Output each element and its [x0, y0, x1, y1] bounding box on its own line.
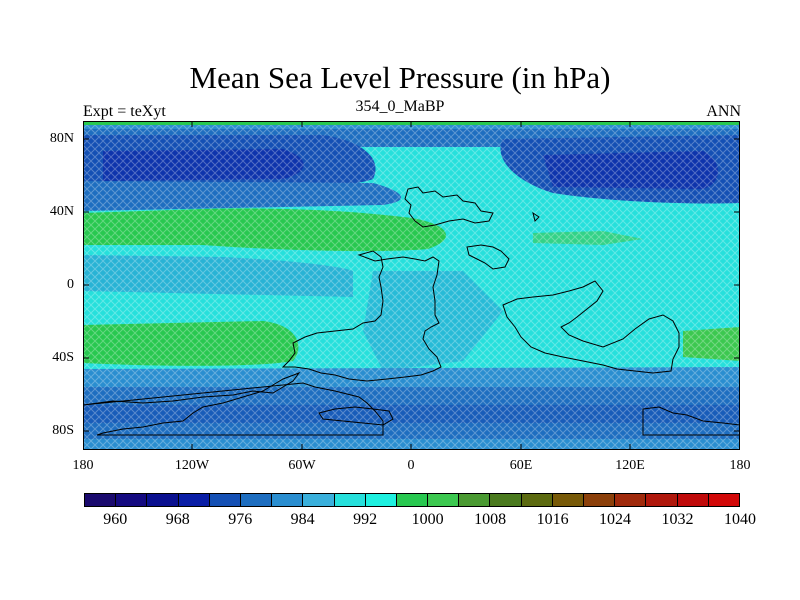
colorbar-cell	[584, 493, 616, 507]
coastlines	[83, 186, 740, 436]
colorbar-cell	[272, 493, 304, 507]
tick-marks	[83, 121, 740, 450]
period-label: 354_0_MaBP	[355, 98, 445, 115]
hatch-overlay	[83, 121, 740, 450]
lat-label-80s: 80S	[52, 423, 74, 438]
colorbar-label: 1040	[724, 511, 756, 528]
lon-label-120e: 120E	[615, 458, 645, 473]
colorbar-label: 976	[228, 511, 253, 528]
colorbar-cell	[552, 493, 584, 507]
colorbar-cell	[428, 493, 460, 507]
coastline-south-mid	[318, 406, 394, 426]
colorbar-cell	[147, 493, 179, 507]
lon-label-180e: 180	[729, 458, 751, 473]
coastline-south-east	[642, 406, 740, 436]
lat-label-80n: 80N	[49, 131, 74, 146]
colorbar-cell	[365, 493, 397, 507]
season-label: ANN	[706, 103, 741, 120]
lat-label-40s: 40S	[52, 350, 74, 365]
colorbar-cell	[303, 493, 335, 507]
colorbar-cell	[240, 493, 273, 507]
colorbar-cell	[209, 493, 241, 507]
colorbar-cell	[677, 493, 709, 507]
colorbar-label: 960	[103, 511, 128, 528]
colorbar-cell	[84, 493, 117, 507]
colorbar-cell	[615, 493, 647, 507]
colorbar-cell	[116, 493, 148, 507]
colorbar-label: 968	[165, 511, 190, 528]
lon-label-120w: 120W	[174, 458, 210, 473]
colorbar-cell	[178, 493, 210, 507]
lat-label-0: 0	[67, 277, 74, 292]
lon-label-60e: 60E	[509, 458, 533, 473]
coastline-gondwana	[281, 250, 442, 382]
colorbar-cell	[708, 493, 740, 507]
colorbar-label: 1016	[536, 511, 569, 528]
lon-label-0: 0	[407, 458, 415, 473]
lon-label-180w: 180	[72, 458, 94, 473]
colorbar-cell	[521, 493, 553, 507]
coastline-north	[404, 186, 494, 228]
experiment-label: Expt = teXyt	[83, 103, 166, 120]
colorbar-cell	[490, 493, 522, 507]
colorbar-label: 992	[353, 511, 378, 528]
map-svg	[83, 121, 740, 450]
colorbar-label: 1000	[411, 511, 444, 528]
lat-label-40n: 40N	[49, 204, 74, 219]
colorbar	[84, 493, 740, 507]
chart-title: Mean Sea Level Pressure (in hPa)	[189, 60, 611, 95]
colorbar-label: 1024	[599, 511, 632, 528]
colorbar-label: 984	[290, 511, 315, 528]
colorbar-cell	[459, 493, 491, 507]
coastline-north-east	[532, 211, 540, 222]
colorbar-cell	[646, 493, 678, 507]
colorbar-label: 1032	[661, 511, 694, 528]
colorbar-cell	[334, 493, 366, 507]
coastline-south	[83, 371, 384, 436]
coastline-east-gondwana	[502, 280, 680, 374]
lon-label-60w: 60W	[288, 458, 316, 473]
pressure-map	[83, 121, 740, 450]
colorbar-label: 1008	[474, 511, 507, 528]
coastline-east-island	[466, 244, 510, 270]
colorbar-cell	[396, 493, 429, 507]
